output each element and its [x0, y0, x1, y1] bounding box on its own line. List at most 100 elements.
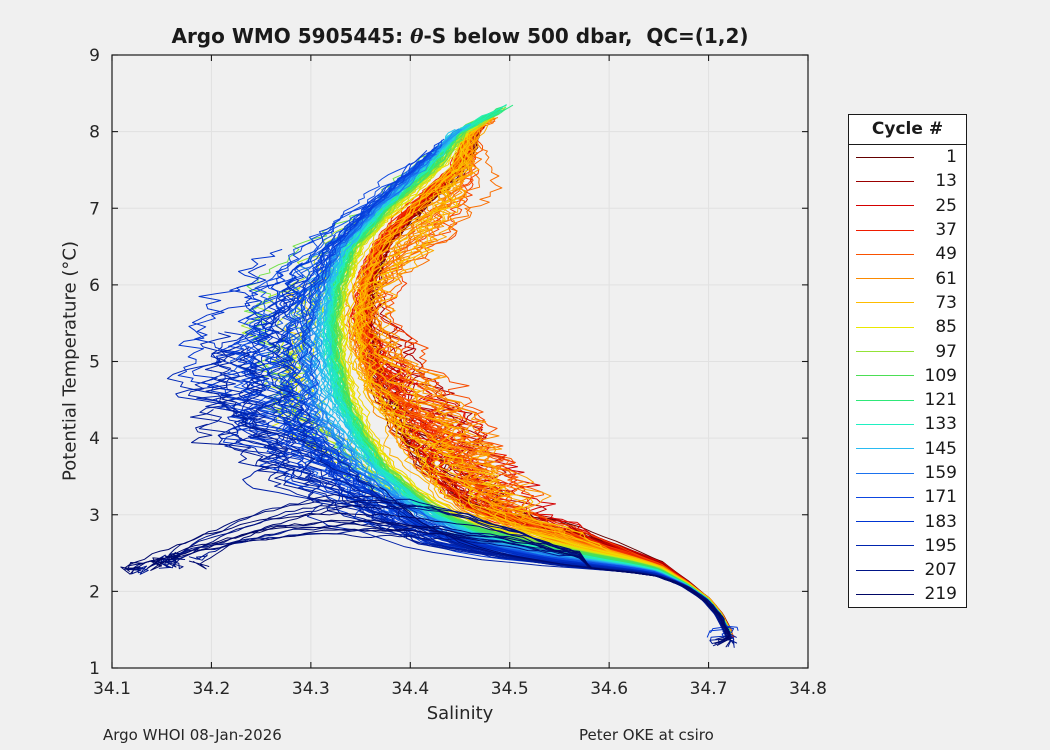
x-axis-label: Salinity	[426, 703, 494, 724]
legend-entries: 1 13 25 37 49 61 73 85 97 109 121 133 145 159 171 183 19…	[849, 145, 966, 607]
legend-cycle-label: 183	[924, 511, 957, 532]
legend-cycle-label: 61	[935, 268, 957, 289]
legend-line-swatch	[856, 156, 914, 158]
y-tick-label: 6	[89, 276, 100, 296]
legend-entry: 49	[849, 242, 966, 266]
title-prefix: Argo WMO 5905445:	[171, 24, 411, 48]
legend-entry: 145	[849, 437, 966, 461]
y-tick-label: 3	[89, 506, 100, 526]
legend-entry: 121	[849, 388, 966, 412]
legend-cycle-label: 97	[935, 341, 957, 362]
legend-cycle-label: 1	[946, 147, 957, 168]
profile-lines	[120, 104, 739, 648]
y-tick-label: 5	[89, 353, 100, 373]
y-axis-label: Potential Temperature (°C)	[59, 241, 81, 481]
legend-line-swatch	[856, 375, 914, 377]
x-tick-label: 34.4	[391, 679, 429, 699]
legend-cycle-label: 121	[924, 390, 957, 411]
legend-entry: 195	[849, 534, 966, 558]
legend-line-swatch	[856, 229, 914, 231]
profile-line	[352, 123, 726, 625]
legend-entry: 37	[849, 218, 966, 242]
x-tick-label: 34.5	[491, 679, 529, 699]
legend-line-swatch	[856, 180, 914, 182]
legend-line-swatch	[856, 205, 914, 207]
legend-cycle-label: 25	[935, 195, 957, 216]
legend-entry: 159	[849, 461, 966, 485]
legend-line-swatch	[856, 496, 914, 498]
legend-line-swatch	[856, 423, 914, 425]
profile-line	[123, 528, 730, 645]
title-theta-symbol: θ	[410, 24, 424, 48]
y-tick-label: 7	[89, 199, 100, 219]
legend-cycle-label: 109	[924, 365, 957, 386]
y-tick-label: 2	[89, 582, 100, 602]
profile-line	[156, 533, 729, 642]
profile-line	[120, 512, 732, 646]
legend-title: Cycle #	[849, 115, 966, 145]
y-tick-label: 9	[89, 46, 100, 66]
legend-line-swatch	[856, 351, 914, 353]
legend-cycle-label: 37	[935, 220, 957, 241]
legend-entry: 1	[849, 145, 966, 169]
tick-labels: 34.1 34.2 34.3 34.4 34.5 34.6 34.7 34.8 1 2 3 4 5 6 7 8…	[89, 46, 827, 699]
legend-entry: 219	[849, 582, 966, 606]
legend-cycle-label: 171	[924, 487, 957, 508]
legend-cycle-label: 219	[924, 584, 957, 605]
x-tick-label: 34.8	[789, 679, 827, 699]
legend-cycle-label: 195	[924, 535, 957, 556]
legend-line-swatch	[856, 569, 914, 571]
legend-cycle-label: 85	[935, 317, 957, 338]
legend-line-swatch	[856, 448, 914, 450]
annotation-source-date: Argo WHOI 08-Jan-2026	[103, 726, 282, 744]
axes-frame	[111, 54, 809, 669]
legend-line-swatch	[856, 521, 914, 523]
legend-entry: 13	[849, 169, 966, 193]
legend-line-swatch	[856, 326, 914, 328]
x-tick-label: 34.6	[590, 679, 628, 699]
legend-cycle-label: 133	[924, 414, 957, 435]
legend-entry: 207	[849, 558, 966, 582]
x-tick-label: 34.2	[192, 679, 230, 699]
profile-line	[376, 119, 728, 629]
y-tick-label: 8	[89, 123, 100, 143]
profile-line	[164, 501, 733, 644]
legend-line-swatch	[856, 545, 914, 547]
legend-line-swatch	[856, 278, 914, 280]
legend-entry: 25	[849, 194, 966, 218]
legend-line-swatch	[856, 399, 914, 401]
legend-cycle-label: 207	[924, 560, 957, 581]
legend-line-swatch	[856, 253, 914, 255]
x-tick-label: 34.7	[690, 679, 728, 699]
x-tick-label: 34.3	[292, 679, 330, 699]
chart-title: Argo WMO 5905445: θ-S below 500 dbar, QC…	[112, 24, 808, 48]
y-tick-label: 1	[89, 659, 100, 679]
legend-line-swatch	[856, 302, 914, 304]
legend-box: Cycle # 1 13 25 37 49 61 73 85 97 109 121 133 145 159…	[848, 114, 967, 608]
legend-entry: 61	[849, 266, 966, 290]
legend-entry: 183	[849, 509, 966, 533]
legend-cycle-label: 159	[924, 463, 957, 483]
legend-cycle-label: 145	[924, 438, 957, 459]
legend-entry: 85	[849, 315, 966, 339]
legend-cycle-label: 13	[935, 171, 957, 192]
legend-entry: 171	[849, 485, 966, 509]
annotation-credit: Peter OKE at csiro	[579, 726, 714, 744]
x-tick-label: 34.1	[93, 679, 131, 699]
profile-line	[352, 121, 730, 635]
legend-cycle-label: 73	[935, 292, 957, 313]
legend-entry: 97	[849, 339, 966, 363]
profile-line	[358, 117, 725, 624]
profile-line	[356, 120, 727, 623]
legend-line-swatch	[856, 472, 914, 474]
legend-entry: 73	[849, 291, 966, 315]
profile-line	[150, 519, 731, 640]
legend-line-swatch	[856, 593, 914, 595]
legend-entry: 109	[849, 364, 966, 388]
legend-entry: 133	[849, 412, 966, 436]
title-suffix: -S below 500 dbar, QC=(1,2)	[423, 24, 749, 48]
y-tick-label: 4	[89, 429, 100, 449]
legend-cycle-label: 49	[935, 244, 957, 265]
